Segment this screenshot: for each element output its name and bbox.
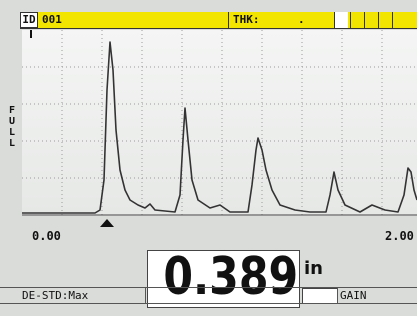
unit-box <box>302 288 338 304</box>
x-start-label: 0.00 <box>32 229 61 243</box>
thickness-reading: 0.389 <box>163 246 284 308</box>
device-screen: ID 001 THK: . FULL 0.00 2.00 0.389 in <box>0 0 417 316</box>
divider <box>0 303 417 304</box>
a-scan <box>22 30 417 216</box>
range-label: FULL <box>9 105 17 149</box>
waveform-area <box>22 30 417 216</box>
unit-label: in <box>304 258 323 279</box>
separator <box>337 287 338 303</box>
id-value: 001 <box>42 13 62 27</box>
gate-marker <box>100 219 114 227</box>
marker <box>30 30 32 38</box>
mode-label: DE-STD:Max <box>22 289 88 302</box>
separator <box>228 12 229 28</box>
flag-box <box>392 12 406 28</box>
gain-label: GAIN <box>340 289 367 302</box>
flag-box <box>350 12 364 28</box>
x-end-label: 2.00 <box>385 229 414 243</box>
thk-value: . <box>298 13 305 27</box>
thk-label: THK: <box>233 13 260 27</box>
separator <box>145 287 146 303</box>
flag-box <box>364 12 378 28</box>
divider <box>0 287 417 288</box>
waveform <box>22 42 417 213</box>
id-label: ID <box>20 12 38 28</box>
flag-box <box>334 12 348 28</box>
flag-box <box>378 12 392 28</box>
grid <box>22 30 417 216</box>
